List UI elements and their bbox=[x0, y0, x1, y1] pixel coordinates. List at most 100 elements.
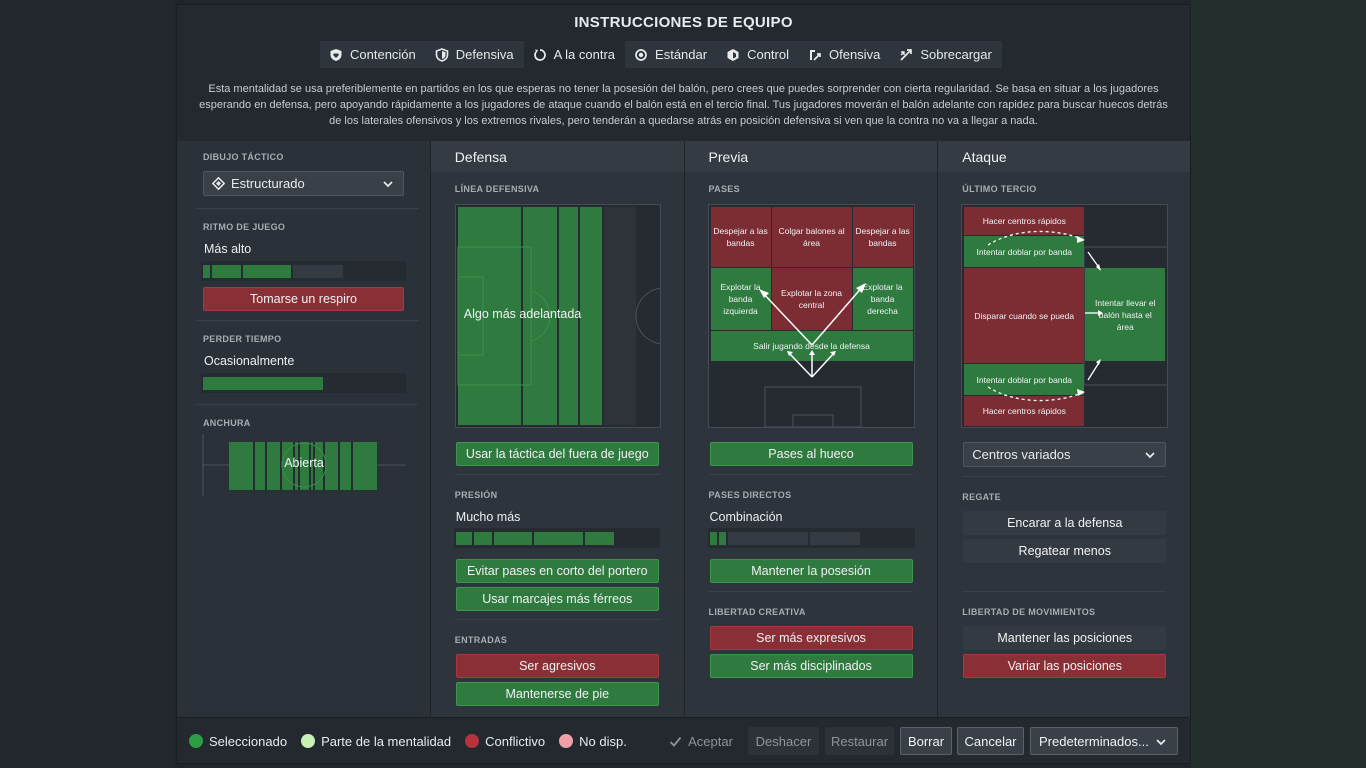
stay-on-feet-button[interactable]: Mantenerse de pie bbox=[455, 682, 659, 706]
attack-heading: Ataque bbox=[938, 141, 1190, 172]
passing-pitch: Despejar a las bandas Colgar balones al … bbox=[707, 204, 915, 428]
be-more-disciplined-button[interactable]: Ser más disciplinados bbox=[709, 654, 913, 678]
divider bbox=[454, 619, 660, 620]
retain-possession-button[interactable]: Mantener la posesión bbox=[709, 559, 913, 583]
clear-to-flanks-right[interactable]: Despejar a las bandas bbox=[852, 207, 913, 267]
pressing-segment bbox=[584, 531, 614, 545]
exploit-left-flank[interactable]: Explotar la banda izquierda bbox=[710, 268, 771, 330]
cross-early-bottom[interactable]: Hacer centros rápidos bbox=[964, 396, 1085, 426]
offside-trap-button[interactable]: Usar la táctica del fuera de juego bbox=[455, 442, 659, 466]
pressing-segment bbox=[455, 531, 472, 545]
tab-sobrecargar[interactable]: Sobrecargar bbox=[890, 41, 1002, 68]
presets-dropdown[interactable]: Predeterminados... bbox=[1030, 727, 1178, 755]
long-ball-box[interactable]: Colgar balones al área bbox=[771, 207, 852, 267]
accept-label: Aceptar bbox=[688, 733, 733, 749]
run-at-defence-button[interactable]: Encarar a la defensa bbox=[963, 511, 1167, 535]
play-out-of-defence[interactable]: Salir jugando desde la defensa bbox=[710, 331, 913, 361]
divider bbox=[962, 591, 1166, 592]
through-balls-button[interactable]: Pases al hueco bbox=[709, 442, 913, 466]
attack-column: Ataque ÚLTIMO TERCIO Hacer centros rápid… bbox=[937, 141, 1190, 717]
divider bbox=[708, 591, 914, 592]
work-ball-into-box[interactable]: Intentar llevar el balón hasta el área bbox=[1085, 268, 1166, 361]
hold-position-button[interactable]: Mantener las posiciones bbox=[963, 626, 1167, 650]
general-column: DIBUJO TÁCTICO Estructurado RITMO DE JUE… bbox=[177, 141, 430, 717]
creative-freedom-label: LIBERTAD CREATIVA bbox=[708, 607, 806, 617]
tab-label: Sobrecargar bbox=[920, 47, 992, 62]
shoot-on-sight[interactable]: Disparar cuando se pueda bbox=[964, 268, 1085, 363]
clear-button[interactable]: Borrar bbox=[900, 727, 952, 755]
exploit-middle[interactable]: Explotar la zona central bbox=[771, 268, 852, 330]
tab-contencion[interactable]: Contención bbox=[320, 41, 426, 68]
chevron-down-icon bbox=[1155, 736, 1167, 751]
final-third-pitch: Hacer centros rápidos Intentar doblar po… bbox=[961, 204, 1169, 428]
pressing-segment bbox=[533, 531, 583, 545]
clear-to-flanks-left[interactable]: Despejar a las bandas bbox=[710, 207, 771, 267]
tempo-label: RITMO DE JUEGO bbox=[203, 222, 286, 232]
counter-attack-icon bbox=[533, 48, 547, 62]
directness-bar bbox=[707, 528, 915, 548]
defensive-line-pitch[interactable]: Algo más adelantada bbox=[454, 204, 661, 428]
tab-label: Ofensiva bbox=[829, 47, 881, 62]
divider bbox=[197, 404, 418, 405]
divider bbox=[962, 476, 1166, 477]
directness-value: Combinación bbox=[709, 510, 783, 524]
shape-label: DIBUJO TÁCTICO bbox=[203, 152, 284, 162]
buildup-heading: Previa bbox=[684, 141, 938, 172]
legend-label: Conflictivo bbox=[485, 733, 546, 749]
restore-button[interactable]: Restaurar bbox=[825, 727, 894, 755]
directness-segment bbox=[727, 531, 808, 545]
tab-control[interactable]: Control bbox=[717, 41, 799, 68]
overlap-bottom[interactable]: Intentar doblar por banda bbox=[964, 364, 1085, 395]
exploit-right-flank[interactable]: Explotar la banda derecha bbox=[852, 268, 913, 330]
time-wasting-fill bbox=[203, 376, 323, 390]
tab-a-la-contra[interactable]: A la contra bbox=[523, 41, 626, 68]
background-right-panel bbox=[1191, 0, 1366, 768]
avoid-gk-short-button[interactable]: Evitar pases en corto del portero bbox=[455, 559, 659, 583]
crossing-select[interactable]: Centros variados bbox=[963, 442, 1167, 467]
legend-item: No disp. bbox=[559, 734, 627, 749]
mentality-tabs: Contención Defensiva A la contra Estánda… bbox=[320, 41, 1002, 68]
legend-label: No disp. bbox=[579, 733, 627, 749]
undo-button[interactable]: Deshacer bbox=[748, 727, 819, 755]
defensive-line-label: LÍNEA DEFENSIVA bbox=[454, 184, 540, 194]
selected-dot bbox=[189, 734, 203, 748]
shape-select[interactable]: Estructurado bbox=[203, 171, 404, 196]
width-value: Abierta bbox=[284, 456, 324, 470]
final-third-label: ÚLTIMO TERCIO bbox=[962, 184, 1037, 194]
divider bbox=[197, 208, 418, 209]
roam-from-positions-button[interactable]: Variar las posiciones bbox=[963, 654, 1167, 678]
team-instructions-dialog: INSTRUCCIONES DE EQUIPO Contención Defen… bbox=[176, 4, 1191, 764]
dribble-less-button[interactable]: Regatear menos bbox=[963, 539, 1167, 563]
take-breather-button[interactable]: Tomarse un respiro bbox=[203, 287, 404, 311]
legend-label: Seleccionado bbox=[209, 733, 288, 749]
be-more-expressive-button[interactable]: Ser más expresivos bbox=[709, 626, 913, 650]
tab-estandar[interactable]: Estándar bbox=[625, 41, 717, 68]
accept-button[interactable]: Aceptar bbox=[667, 727, 735, 755]
dialog-footer: Seleccionado Parte de la mentalidad Conf… bbox=[177, 717, 1190, 763]
tab-label: Contención bbox=[350, 47, 416, 62]
balanced-icon bbox=[634, 48, 648, 62]
tighter-marking-button[interactable]: Usar marcajes más férreos bbox=[455, 587, 659, 611]
directness-label: PASES DIRECTOS bbox=[708, 490, 792, 500]
tempo-segment bbox=[203, 264, 210, 278]
pressing-segment bbox=[493, 531, 532, 545]
tab-ofensiva[interactable]: Ofensiva bbox=[799, 41, 890, 68]
divider bbox=[708, 474, 914, 475]
defensive-line-value: Algo más adelantada bbox=[463, 307, 582, 321]
time-wasting-bar bbox=[201, 373, 406, 393]
dialog-header: INSTRUCCIONES DE EQUIPO Contención Defen… bbox=[177, 5, 1190, 141]
get-stuck-in-button[interactable]: Ser agresivos bbox=[455, 654, 659, 678]
tab-label: Defensiva bbox=[455, 47, 514, 62]
tempo-segment bbox=[212, 264, 241, 278]
width-pitch: Abierta bbox=[202, 434, 406, 496]
shield-heart-icon bbox=[329, 48, 343, 62]
cancel-button[interactable]: Cancelar bbox=[957, 727, 1024, 755]
defense-column: Defensa LÍNEA DEFENSIVA bbox=[429, 141, 684, 717]
time-wasting-value: Ocasionalmente bbox=[204, 354, 295, 368]
overlap-top[interactable]: Intentar doblar por banda bbox=[964, 236, 1085, 267]
cross-early-top[interactable]: Hacer centros rápidos bbox=[964, 207, 1085, 235]
tempo-value: Más alto bbox=[204, 242, 252, 256]
unavailable-dot bbox=[559, 734, 574, 748]
mentality-description: Esta mentalidad se usa preferiblemente e… bbox=[199, 83, 1168, 127]
tab-defensiva[interactable]: Defensiva bbox=[426, 41, 524, 68]
